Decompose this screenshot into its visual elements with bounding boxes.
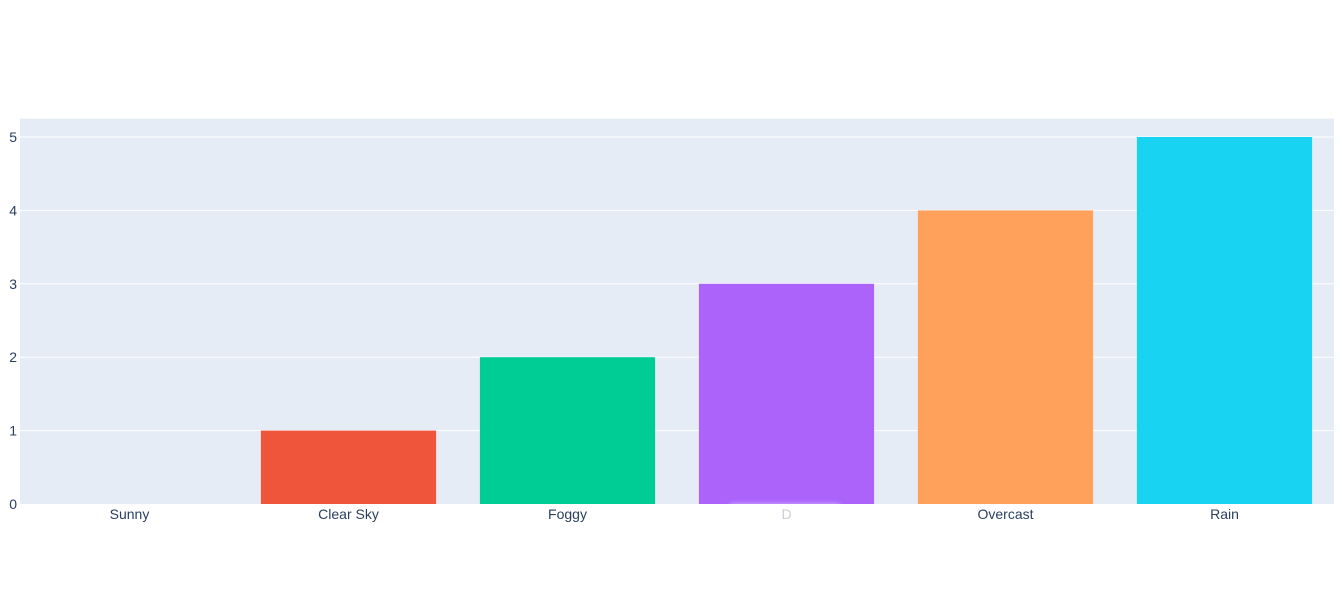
y-tick-label: 3 [9, 276, 17, 292]
x-tick-label: Foggy [548, 506, 587, 522]
y-tick-label: 0 [9, 496, 17, 512]
plot-area [20, 118, 1334, 505]
y-tick-labels: 0 1 2 3 4 5 [9, 129, 17, 512]
x-tick-label: Clear Sky [318, 506, 379, 522]
bars [260, 137, 1313, 504]
y-tick-label: 4 [9, 202, 17, 218]
y-tick-label: 5 [9, 129, 17, 145]
bar-rain[interactable] [1136, 137, 1313, 504]
y-gridlines [20, 136, 1334, 432]
y-tick-label: 1 [9, 423, 17, 439]
x-tick-label: Rain [1210, 506, 1239, 522]
bar-foggy[interactable] [479, 357, 656, 504]
bar-overcast[interactable] [917, 210, 1094, 504]
label-smudge [730, 505, 840, 531]
y-tick-label: 2 [9, 349, 17, 365]
bar-clear-sky[interactable] [260, 430, 437, 504]
x-tick-label: Sunny [110, 506, 150, 522]
bar-d[interactable] [698, 283, 875, 504]
x-tick-label: Overcast [977, 506, 1033, 522]
